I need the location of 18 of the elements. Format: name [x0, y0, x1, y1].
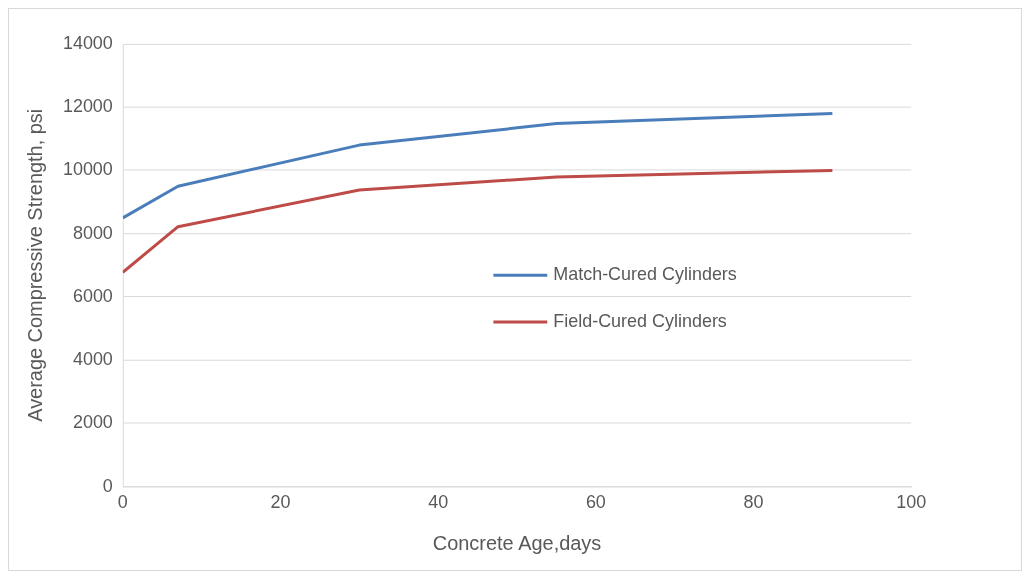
y-tick-label: 6000	[72, 285, 113, 306]
x-tick-label: 40	[428, 492, 449, 513]
y-tick-label: 8000	[72, 222, 113, 243]
x-axis-title: Concrete Age,days	[432, 531, 602, 554]
y-tick-label: 2000	[72, 412, 113, 433]
legend-label: Field-Cured Cylinders	[553, 311, 727, 332]
x-tick-label: 60	[585, 492, 606, 513]
y-tick-label: 4000	[72, 349, 113, 370]
y-tick-label: 14000	[62, 32, 113, 53]
y-tick-label: 10000	[62, 159, 113, 180]
legend-label: Match-Cured Cylinders	[553, 264, 737, 285]
x-tick-label: 100	[896, 492, 927, 513]
y-axis-title: Average Compressive Strength, psi	[24, 108, 47, 422]
x-tick-label: 80	[743, 492, 764, 513]
y-tick-label: 0	[102, 475, 113, 496]
x-tick-label: 0	[117, 492, 128, 513]
x-tick-label: 20	[270, 492, 291, 513]
y-tick-label: 12000	[62, 96, 113, 117]
